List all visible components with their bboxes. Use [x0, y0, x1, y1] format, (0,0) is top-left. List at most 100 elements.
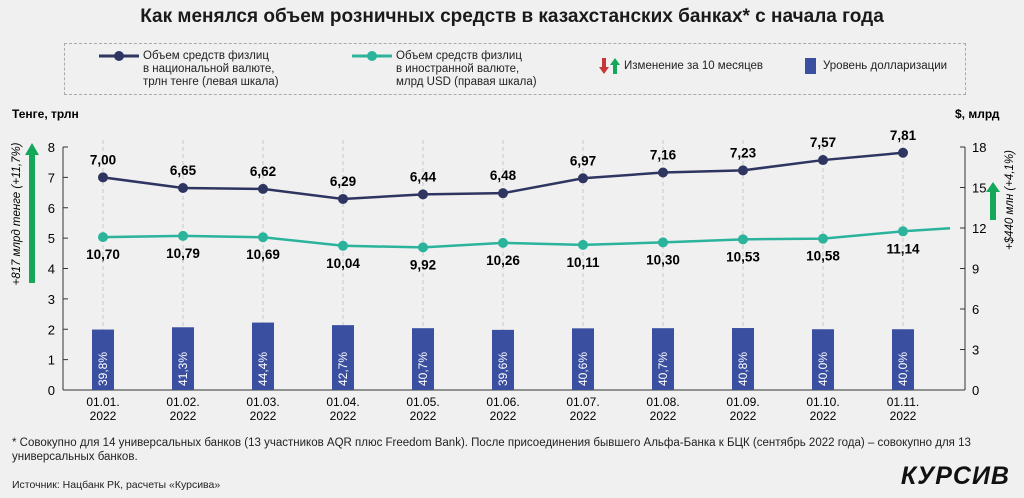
- data-label-national: 6,48: [490, 168, 517, 183]
- legend-navy: Объем средств физлиц в национальной валю…: [143, 50, 279, 89]
- x-tick-label: 01.10.: [806, 395, 839, 409]
- x-tick-label: 2022: [650, 409, 677, 423]
- series-line-foreign: [102, 227, 951, 249]
- right-tick-label: 12: [972, 221, 986, 236]
- right-tick-label: 0: [972, 383, 979, 398]
- bar: [892, 329, 914, 390]
- data-label-foreign: 11,14: [886, 241, 920, 256]
- data-label-foreign: 10,26: [486, 253, 520, 268]
- bar-label: 40,0%: [816, 352, 830, 386]
- legend-text: трлн тенге (левая шкала): [143, 76, 279, 88]
- legend-text: млрд USD (правая шкала): [396, 76, 537, 88]
- legend-text: в иностранной валюте,: [396, 63, 520, 75]
- left-tick-label: 4: [48, 262, 55, 277]
- right-tick-label: 9: [972, 262, 979, 277]
- x-tick-label: 01.06.: [486, 395, 519, 409]
- point-national: [738, 165, 748, 176]
- legend-text: Объем средств физлиц: [396, 50, 522, 62]
- chart-title: Как менялся объем розничных средств в ка…: [140, 6, 884, 27]
- left-tick-label: 2: [48, 322, 55, 337]
- bar-label: 41,3%: [176, 352, 190, 386]
- x-tick-label: 2022: [570, 409, 597, 423]
- data-label-foreign: 10,04: [326, 256, 360, 271]
- data-label-foreign: 10,79: [166, 246, 200, 261]
- bar-label: 40,7%: [656, 352, 670, 386]
- data-label-foreign: 9,92: [410, 257, 436, 272]
- bar: [172, 327, 194, 390]
- source: Источник: Нацбанк РК, расчеты «Курсива»: [12, 479, 221, 491]
- right-change-annotation: +$440 млн (+4,1%): [1004, 150, 1016, 250]
- legend-teal: Объем средств физлиц в иностранной валют…: [396, 50, 537, 89]
- bar-label: 40,0%: [896, 352, 910, 386]
- data-label-foreign: 10,69: [246, 247, 280, 262]
- data-label-foreign: 10,11: [566, 255, 600, 270]
- point-national: [98, 172, 108, 183]
- right-tick-label: 6: [972, 302, 979, 317]
- legend-change: Изменение за 10 месяцев: [624, 60, 764, 72]
- bar: [332, 325, 354, 390]
- x-tick-label: 01.05.: [406, 395, 439, 409]
- right-tick-label: 3: [972, 343, 979, 358]
- point-foreign: [898, 226, 908, 237]
- x-tick-label: 2022: [410, 409, 437, 423]
- x-tick-label: 01.04.: [326, 395, 359, 409]
- x-tick-label: 01.01.: [86, 395, 119, 409]
- point-foreign: [258, 232, 268, 243]
- bar: [252, 322, 274, 390]
- data-label-foreign: 10,53: [726, 249, 760, 264]
- bar: [652, 328, 674, 390]
- data-label-national: 6,65: [170, 163, 197, 178]
- bar: [492, 329, 514, 390]
- bar-label: 40,8%: [736, 352, 750, 386]
- bar-label: 44,4%: [256, 352, 270, 386]
- left-tick-label: 6: [48, 201, 55, 216]
- left-change-annotation: +817 млрд тенге (+11,7%): [11, 142, 23, 285]
- point-national: [418, 189, 428, 200]
- data-label-foreign: 10,58: [806, 249, 840, 264]
- legend-teal-swatch: [352, 51, 392, 61]
- data-label-national: 7,23: [730, 145, 757, 160]
- logo: КУРСИВ: [900, 462, 1010, 490]
- bar: [812, 329, 834, 390]
- x-tick-label: 2022: [90, 409, 117, 423]
- point-national: [258, 183, 268, 194]
- legend-text: в национальной валюте,: [143, 63, 275, 75]
- data-label-national: 6,62: [250, 164, 276, 179]
- left-axis-label: Тенге, трлн: [12, 107, 79, 121]
- point-foreign: [498, 237, 508, 248]
- x-tick-label: 2022: [170, 409, 197, 423]
- footnote: * Совокупно для 14 универсальных банков …: [12, 437, 971, 463]
- left-tick-label: 5: [48, 231, 55, 246]
- point-foreign: [98, 232, 108, 243]
- bar: [412, 328, 434, 390]
- point-foreign: [338, 240, 348, 251]
- bar-label: 39,8%: [96, 352, 110, 386]
- x-tick-label: 2022: [250, 409, 277, 423]
- point-national: [178, 183, 188, 194]
- legend-text: Объем средств физлиц: [143, 50, 269, 62]
- x-tick-label: 01.07.: [566, 395, 599, 409]
- point-foreign: [178, 230, 188, 241]
- bar-label: 39,6%: [496, 352, 510, 386]
- right-tick-label: 15: [972, 181, 986, 196]
- left-tick-label: 1: [48, 353, 55, 368]
- x-tick-label: 2022: [890, 409, 917, 423]
- x-tick-label: 2022: [490, 409, 517, 423]
- bar-label: 40,6%: [576, 352, 590, 386]
- x-tick-label: 01.09.: [726, 395, 759, 409]
- arrows-icon: [599, 58, 620, 74]
- bar: [572, 328, 594, 390]
- data-label-national: 7,57: [810, 135, 836, 150]
- data-label-foreign: 10,30: [646, 252, 680, 267]
- bar: [92, 329, 114, 390]
- x-tick-label: 2022: [810, 409, 837, 423]
- x-tick-label: 2022: [330, 409, 357, 423]
- data-label-national: 7,00: [90, 152, 116, 167]
- point-national: [818, 155, 828, 166]
- x-tick-label: 01.02.: [166, 395, 199, 409]
- legend-navy-swatch: [99, 51, 139, 61]
- data-label-national: 6,29: [330, 174, 356, 189]
- legend-bar-swatch: [805, 58, 816, 74]
- x-tick-label: 01.08.: [646, 395, 679, 409]
